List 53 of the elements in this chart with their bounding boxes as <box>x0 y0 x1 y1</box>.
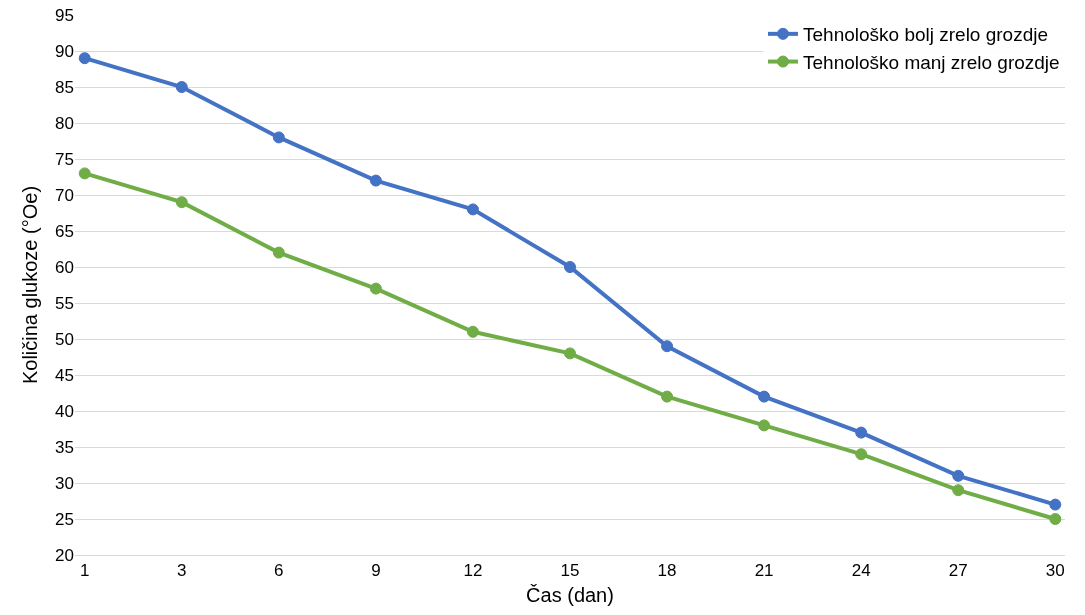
y-tick-label: 70 <box>55 185 74 205</box>
x-axis-title: Čas (dan) <box>526 583 614 606</box>
point <box>369 174 382 187</box>
x-tick-label: 3 <box>177 561 187 581</box>
point <box>952 484 965 497</box>
point <box>661 340 674 353</box>
point <box>758 390 771 403</box>
x-tick-label: 6 <box>274 561 284 581</box>
point <box>78 167 91 180</box>
x-tick-label: 15 <box>560 561 580 581</box>
y-tick-label: 30 <box>55 473 74 493</box>
y-tick-label: 90 <box>55 41 74 61</box>
point <box>564 261 576 273</box>
point <box>466 325 479 338</box>
y-tick-label: 75 <box>55 149 74 169</box>
point <box>1049 498 1062 511</box>
legend-label: Tehnološko manj zrelo grozdje <box>803 51 1060 73</box>
point <box>564 347 576 360</box>
x-tick-label: 12 <box>463 561 483 581</box>
y-tick-label: 35 <box>55 437 74 457</box>
x-tick-label: 21 <box>754 561 774 581</box>
y-tick-label: 85 <box>55 77 74 97</box>
legend-label: Tehnološko bolj zrelo grozdje <box>803 24 1049 46</box>
point <box>369 282 382 295</box>
point <box>466 203 479 216</box>
y-axis-title: Količina glukoze (°Oe) <box>18 185 41 385</box>
x-tick-label: 9 <box>371 561 381 581</box>
y-tick-label: 25 <box>55 509 74 529</box>
x-tick-label: 27 <box>948 561 968 581</box>
y-tick-label: 80 <box>55 113 74 133</box>
y-tick-label: 65 <box>55 221 74 241</box>
point <box>855 426 868 439</box>
point <box>1049 513 1062 525</box>
x-tick-label: 18 <box>657 561 677 581</box>
y-tick-label: 40 <box>55 401 74 421</box>
y-tick-label: 60 <box>55 257 74 277</box>
point <box>661 390 674 403</box>
x-tick-label: 24 <box>851 561 871 581</box>
y-tick-label: 45 <box>55 365 74 385</box>
x-tick-label: 1 <box>79 561 90 581</box>
x-tick-label: 30 <box>1045 561 1065 581</box>
point <box>758 419 771 432</box>
y-tick-label: 55 <box>55 293 74 313</box>
y-tick-label: 95 <box>55 5 74 25</box>
point <box>952 469 965 482</box>
point <box>175 81 188 93</box>
point <box>855 448 868 461</box>
point <box>272 246 285 259</box>
y-tick-label: 20 <box>55 545 74 565</box>
point <box>272 131 285 144</box>
point <box>78 52 91 65</box>
y-tick-label: 50 <box>55 329 74 349</box>
point <box>175 196 188 209</box>
